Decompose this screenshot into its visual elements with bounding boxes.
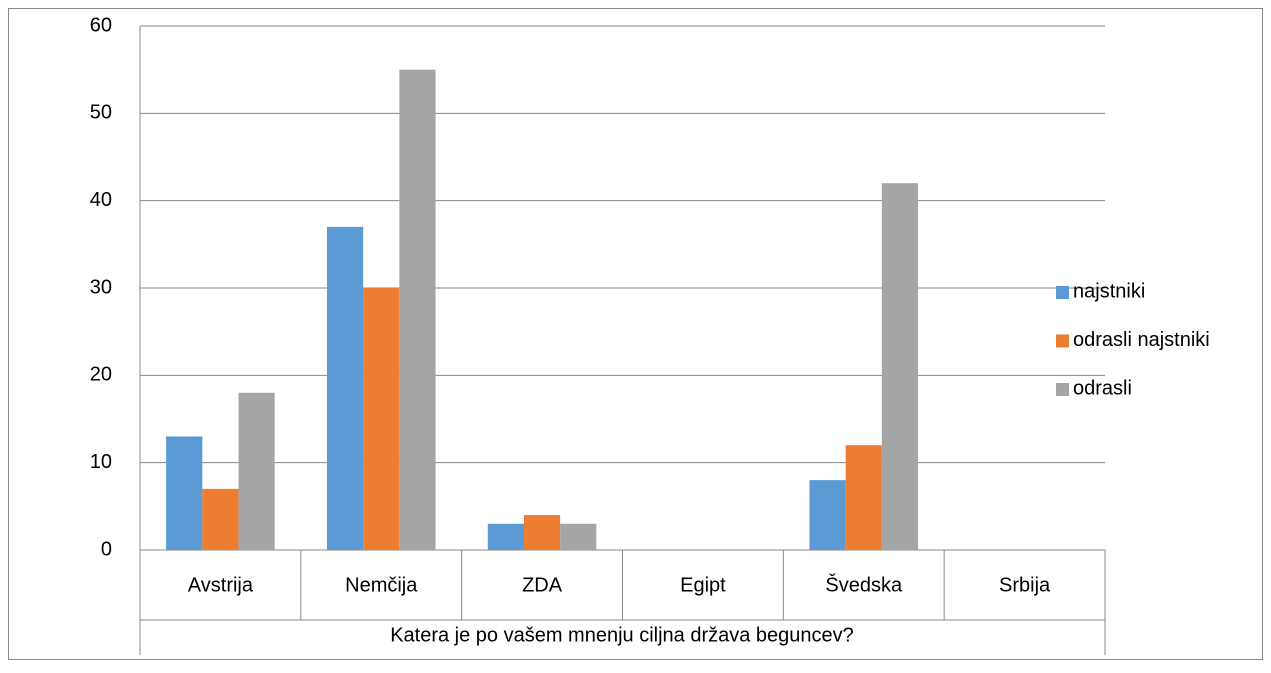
bar: [881, 183, 919, 550]
x-tick-label: ZDA: [522, 574, 563, 596]
x-axis-title: Katera je po vašem mnenju ciljna država …: [390, 624, 854, 646]
x-tick-label: Nemčija: [345, 574, 418, 596]
y-tick-label: 10: [90, 451, 112, 473]
bar: [845, 445, 882, 550]
legend-label: odrasli najstniki: [1073, 329, 1210, 351]
bar: [523, 515, 561, 550]
bar: [363, 288, 400, 550]
x-tick-label: Egipt: [680, 574, 726, 596]
x-tick-label: Švedska: [825, 573, 903, 596]
bar: [487, 523, 524, 550]
legend-swatch: [1056, 383, 1069, 396]
bar: [166, 436, 203, 550]
y-tick-label: 30: [90, 276, 112, 298]
y-tick-label: 60: [90, 14, 112, 36]
x-tick-label: Srbija: [999, 574, 1051, 596]
bar: [326, 226, 364, 550]
legend-label: najstniki: [1073, 280, 1145, 302]
legend-swatch: [1056, 286, 1069, 299]
bar: [809, 480, 846, 550]
legend-label: odrasli: [1073, 377, 1132, 399]
bar: [560, 523, 597, 550]
legend-swatch: [1056, 334, 1069, 348]
bar: [202, 488, 239, 550]
y-tick-label: 20: [90, 364, 112, 386]
y-tick-label: 40: [90, 189, 112, 211]
x-tick-label: Avstrija: [188, 574, 254, 596]
y-tick-label: 0: [101, 538, 112, 560]
y-tick-label: 50: [90, 102, 112, 124]
bar: [238, 392, 275, 550]
bar: [399, 69, 436, 551]
chart-border: [8, 8, 1263, 660]
